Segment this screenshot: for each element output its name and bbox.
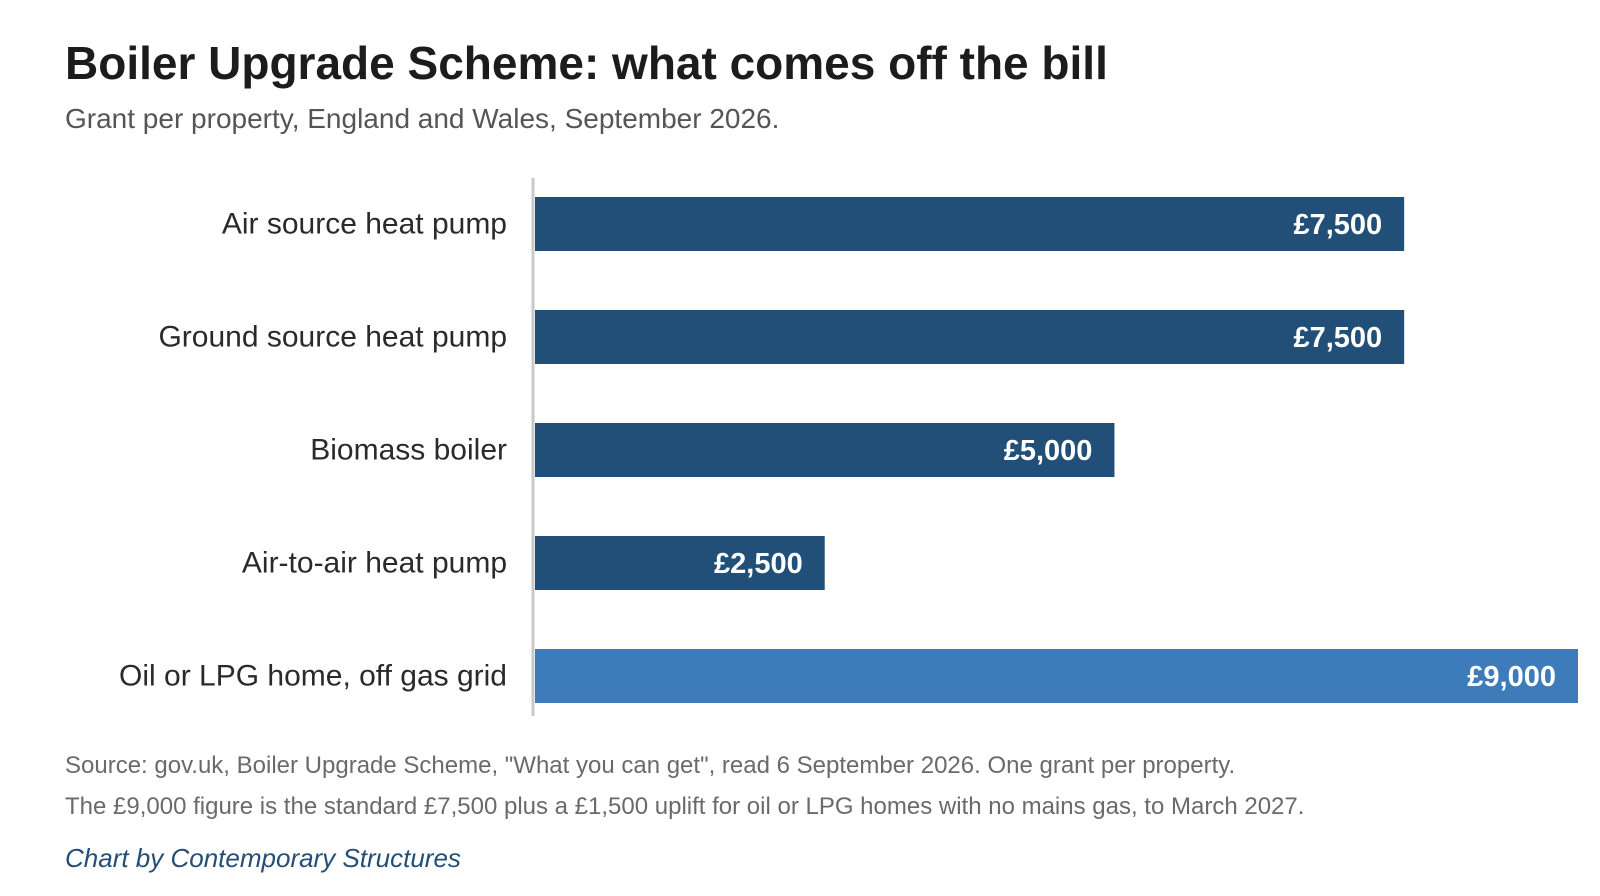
chart-title: Boiler Upgrade Scheme: what comes off th… xyxy=(65,37,1108,89)
value-label-4: £2,500 xyxy=(714,548,803,580)
chart-subtitle: Grant per property, England and Wales, S… xyxy=(65,103,780,134)
bar-5 xyxy=(535,649,1578,703)
value-label-5: £9,000 xyxy=(1467,661,1556,693)
category-label-4: Air-to-air heat pump xyxy=(242,547,507,580)
category-label-1: Air source heat pump xyxy=(222,208,507,241)
bar-2 xyxy=(535,310,1405,364)
bars-layer: Air source heat pump £7,500 Ground source … xyxy=(119,197,1578,703)
source-note-line-2: The £9,000 figure is the standard £7,500… xyxy=(65,793,1305,820)
source-note-line-1: Source: gov.uk, Boiler Upgrade Scheme, "… xyxy=(65,752,1236,779)
value-label-2: £7,500 xyxy=(1293,322,1382,354)
bar-4 xyxy=(535,536,825,590)
bar-3 xyxy=(535,423,1115,477)
bar-1 xyxy=(535,197,1405,251)
chart-credit: Chart by Contemporary Structures xyxy=(65,843,461,873)
value-label-3: £5,000 xyxy=(1004,435,1093,467)
category-label-3: Biomass boiler xyxy=(310,434,507,467)
category-label-2: Ground source heat pump xyxy=(158,321,507,354)
bar-chart: Air source heat pump £7,500 Ground source … xyxy=(119,178,1578,716)
value-label-1: £7,500 xyxy=(1293,209,1382,241)
category-label-5: Oil or LPG home, off gas grid xyxy=(119,660,507,693)
